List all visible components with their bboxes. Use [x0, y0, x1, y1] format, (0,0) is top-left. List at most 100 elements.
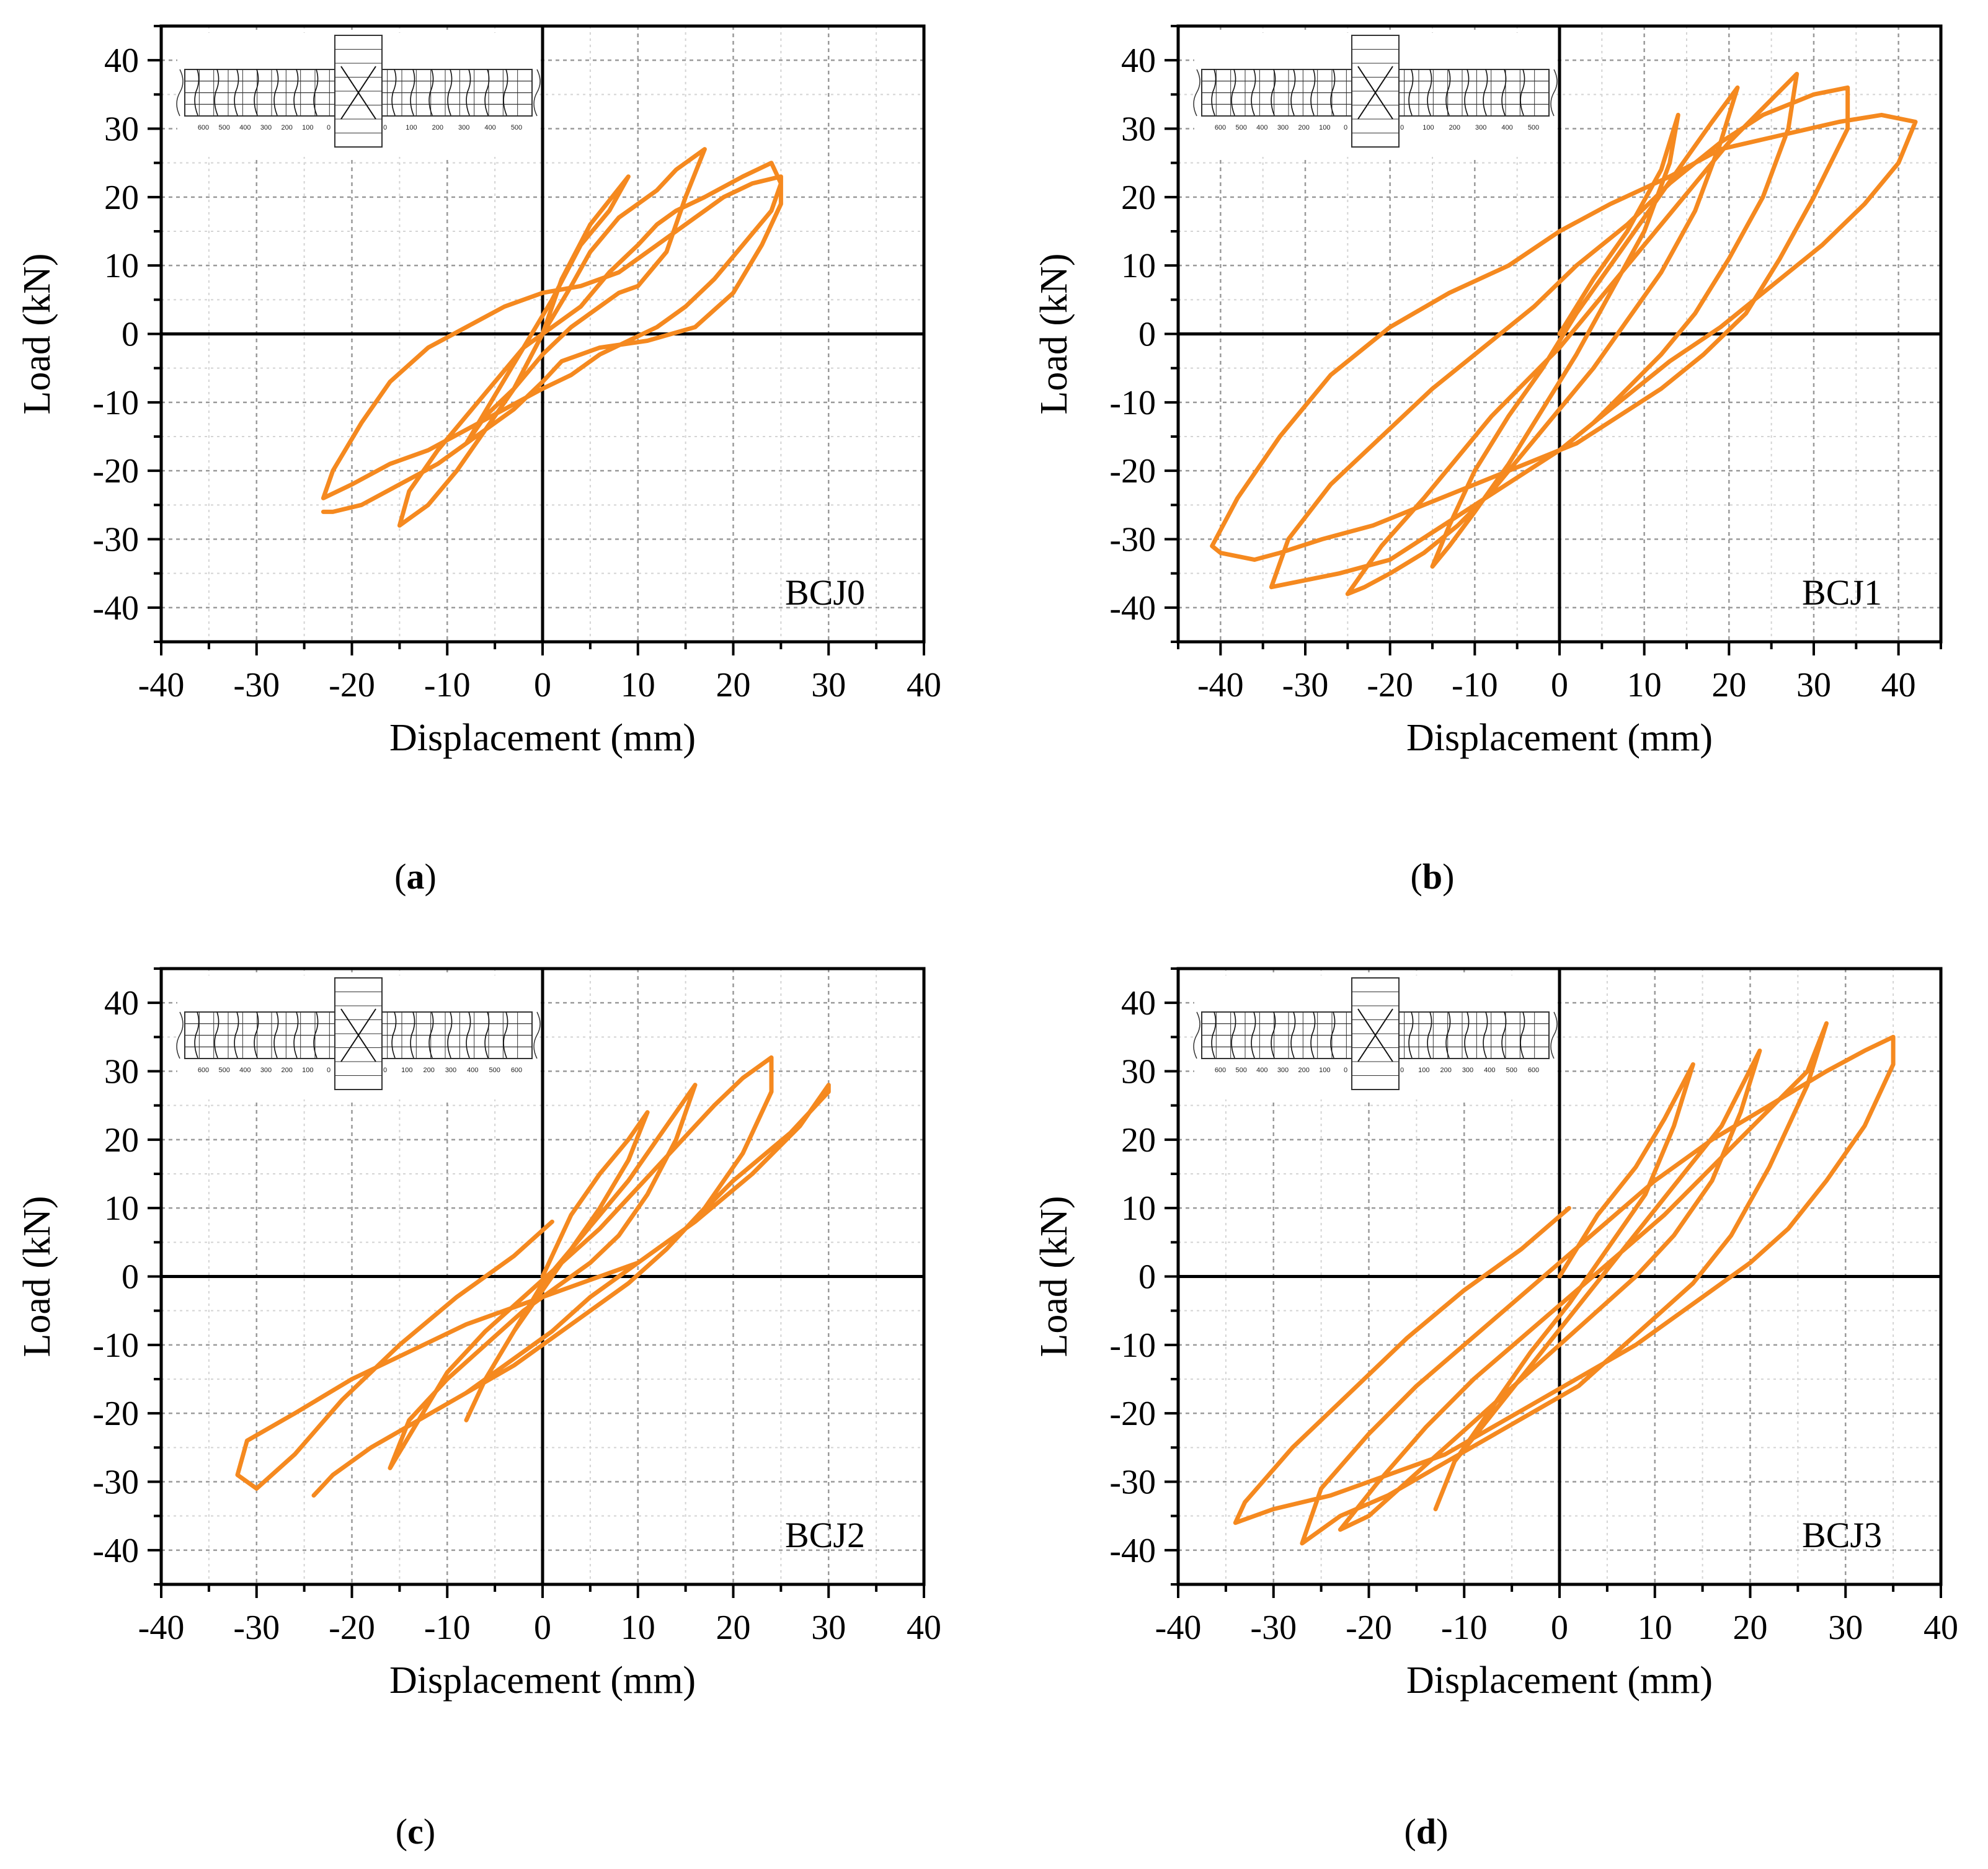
specimen-label: BCJ1: [1802, 572, 1882, 613]
inset-scale-label: 600: [511, 1067, 522, 1074]
inset-joint-crack: [340, 66, 376, 120]
inset-break-right: [1550, 69, 1558, 117]
inset-scale-label: 300: [1475, 124, 1486, 131]
inset-scale-label: 0: [327, 1067, 331, 1074]
x-tick-label: -20: [1367, 666, 1413, 704]
inset-flexural-crack: [1408, 69, 1414, 116]
inset-joint-crack: [340, 1008, 376, 1062]
axis-ticks: [148, 967, 925, 1598]
inset-scale-label: 300: [1277, 124, 1289, 131]
x-tick-label: 10: [621, 1609, 655, 1647]
inset-flexural-crack: [1251, 1011, 1256, 1059]
crack-pattern-inset: 600 500 400 300 200 100 0 0 100 200 300 400 500: [176, 33, 541, 157]
x-tick-label: -20: [329, 666, 375, 704]
y-axis-title: Load (kN): [1033, 254, 1075, 415]
inset-flexural-crack: [1520, 69, 1525, 116]
y-tick-label: -30: [1109, 1463, 1156, 1502]
inset-flexural-crack: [273, 1011, 279, 1059]
y-tick-label: -10: [1109, 1326, 1156, 1365]
inset-scale-label: 200: [423, 1067, 434, 1074]
inset-scale-label: 300: [1462, 1067, 1473, 1074]
inset-break-left: [176, 69, 184, 117]
caption-b-letter: b: [1422, 856, 1443, 897]
x-tick-label: 40: [1924, 1609, 1958, 1647]
y-tick-label: 40: [1121, 42, 1156, 80]
x-tick-label: -10: [424, 1609, 471, 1647]
inset-joint-crack: [1357, 66, 1393, 120]
inset-flexural-crack: [234, 69, 239, 116]
x-tick-label: -40: [1197, 666, 1244, 704]
inset-scale-label: 200: [1298, 124, 1309, 131]
y-tick-label: -30: [1109, 521, 1156, 559]
inset-flexural-crack: [1251, 69, 1256, 116]
inset-flexural-crack: [447, 1011, 453, 1059]
y-tick-label: 30: [1121, 1053, 1156, 1091]
caption-d-letter: d: [1416, 1811, 1437, 1852]
x-tick-label: 10: [1627, 666, 1662, 704]
inset-scale-label: 400: [239, 124, 251, 131]
inset-flexural-crack: [214, 69, 220, 116]
inset-flexural-crack: [293, 69, 299, 116]
inset-flexural-crack: [1290, 1011, 1296, 1059]
inset-scale-label: 0: [1400, 124, 1404, 131]
x-tick-label: 10: [1638, 1609, 1672, 1647]
chart-panel-c: -40 -30 -20 -10 0 10 20 30 40403020100-10-20-30-…: [16, 967, 941, 1702]
inset-scale-label: 600: [1215, 124, 1226, 131]
inset-break-left: [1193, 1011, 1200, 1059]
inset-flexural-crack: [194, 1011, 200, 1059]
x-tick-label: -10: [1441, 1609, 1488, 1647]
y-tick-label: 20: [104, 1121, 139, 1160]
y-tick-label: 40: [104, 984, 139, 1023]
axis-ticks: [1165, 25, 1942, 655]
inset-scale-label: 0: [327, 124, 331, 131]
inset-scale-label: 500: [511, 124, 522, 131]
y-tick-label: -40: [92, 1532, 139, 1570]
inset-flexural-crack: [1211, 1011, 1217, 1059]
caption-c-letter: c: [407, 1811, 424, 1852]
y-tick-label: 20: [1121, 1121, 1156, 1160]
hysteresis-curve: [235, 1055, 831, 1498]
inset-flexural-crack: [503, 1011, 508, 1059]
inset-flexural-crack: [273, 69, 279, 116]
inset-scale-label: 100: [401, 1067, 412, 1074]
inset-scale-label: 500: [1528, 124, 1539, 131]
inset-scale-label: 0: [1400, 1067, 1404, 1074]
inset-scale-label: 300: [1277, 1067, 1289, 1074]
inset-break-right: [533, 1011, 541, 1059]
inset-scale-label: 300: [260, 1067, 272, 1074]
inset-scale-label: 200: [1449, 124, 1460, 131]
inset-flexural-crack: [1231, 1011, 1236, 1059]
inset-flexural-crack: [391, 1011, 397, 1059]
inset-scale-label: 500: [218, 1067, 229, 1074]
inset-scale-label: 0: [1344, 1067, 1347, 1074]
inset-scale-label: 300: [260, 124, 272, 131]
inset-flexural-crack: [293, 1011, 299, 1059]
y-tick-label: -10: [92, 1326, 139, 1365]
x-tick-label: -30: [1250, 1609, 1297, 1647]
y-tick-label: -20: [1109, 452, 1156, 491]
hysteresis-curve: [321, 147, 783, 528]
inset-flexural-crack: [1483, 1011, 1488, 1059]
chart-panel-a: -40 -30 -20 -10 0 10 20 30 40403020100-10-20-30-…: [16, 24, 941, 759]
crack-pattern-inset: 600 500 400 300 200 100 0 0 100 200 300 400 500 600: [176, 975, 541, 1099]
specimen-label: BCJ2: [785, 1515, 865, 1555]
inset-flexural-crack: [410, 1011, 415, 1059]
x-axis-title: Displacement (mm): [1406, 717, 1713, 759]
x-tick-label: 30: [811, 1609, 846, 1647]
y-tick-label: -30: [92, 521, 139, 559]
inset-flexural-crack: [194, 69, 200, 116]
caption-a-letter: a: [406, 856, 425, 897]
inset-scale-label: 400: [239, 1067, 251, 1074]
inset-flexural-crack: [1445, 1011, 1451, 1059]
y-tick-label: -40: [92, 589, 139, 628]
inset-scale-label: 400: [484, 124, 495, 131]
y-tick-label: 10: [104, 1189, 139, 1228]
y-tick-label: 30: [104, 1053, 139, 1091]
x-tick-label: 30: [1796, 666, 1831, 704]
inset-flexural-crack: [1501, 1011, 1507, 1059]
y-tick-label: 30: [1121, 110, 1156, 149]
inset-flexural-crack: [1310, 69, 1316, 116]
x-tick-label: -20: [1346, 1609, 1392, 1647]
inset-scale-label: 400: [1256, 1067, 1267, 1074]
inset-break-left: [1193, 69, 1200, 117]
